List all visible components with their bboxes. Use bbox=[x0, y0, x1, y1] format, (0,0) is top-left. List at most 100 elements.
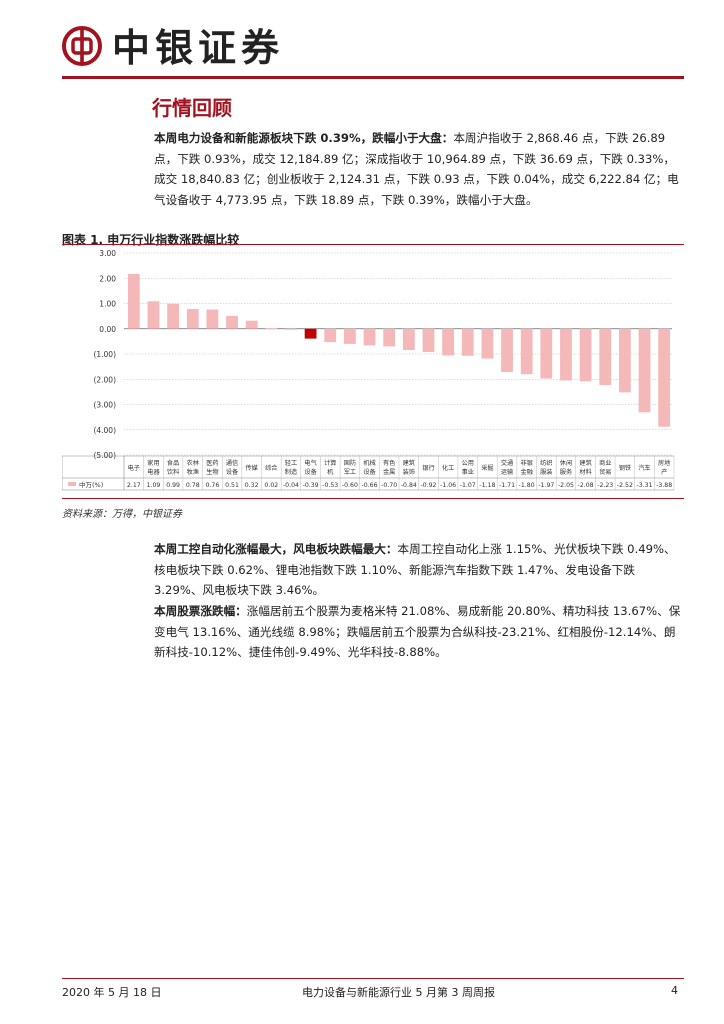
category-label: 装饰 bbox=[403, 468, 415, 476]
category-label: 电子 bbox=[128, 464, 140, 472]
category-label: 建筑 bbox=[403, 459, 416, 467]
category-label: 制造 bbox=[285, 468, 297, 476]
paragraph-body: 涨幅居前五个股票为麦格米特 21.08%、易成新能 20.80%、精功科技 13… bbox=[154, 604, 681, 659]
bar bbox=[442, 328, 454, 356]
category-label: 农林 bbox=[187, 459, 199, 467]
bar bbox=[461, 328, 474, 356]
bar bbox=[402, 328, 415, 350]
value-label: -0.39 bbox=[303, 482, 319, 489]
y-tick-label: (2.00) bbox=[93, 375, 116, 384]
value-label: -0.66 bbox=[362, 482, 378, 489]
category-label: 军工 bbox=[344, 469, 356, 476]
category-label: 事业 bbox=[462, 468, 474, 476]
y-tick-label: 3.00 bbox=[99, 249, 116, 258]
y-tick-label: (3.00) bbox=[93, 401, 116, 410]
paragraph-body: 本周沪指收于 2,868.46 点，下跌 26.89 点，下跌 0.93%，成交… bbox=[154, 131, 679, 207]
bar bbox=[127, 273, 140, 329]
value-label: -0.92 bbox=[420, 482, 436, 489]
bar bbox=[540, 328, 553, 379]
value-label: 2.17 bbox=[127, 482, 141, 489]
category-label: 运输 bbox=[501, 468, 514, 476]
value-label: -0.53 bbox=[322, 482, 338, 489]
category-label: 房地 bbox=[658, 459, 670, 467]
value-label: -3.31 bbox=[637, 482, 653, 489]
legend-swatch bbox=[68, 482, 76, 486]
category-label: 国防 bbox=[344, 459, 356, 467]
value-label: 0.32 bbox=[245, 482, 259, 489]
category-label: 牧渔 bbox=[187, 468, 199, 476]
value-label: 0.99 bbox=[166, 482, 180, 489]
value-label: 0.51 bbox=[225, 482, 239, 489]
category-label: 金属 bbox=[383, 468, 395, 476]
footer-report-title: 电力设备与新能源行业 5 月第 3 周周报 bbox=[302, 986, 495, 999]
bar bbox=[599, 328, 612, 386]
bar bbox=[147, 301, 160, 329]
category-label: 设备 bbox=[226, 468, 239, 476]
bar bbox=[265, 328, 278, 330]
bar bbox=[186, 309, 199, 329]
y-tick-label: 2.00 bbox=[99, 274, 116, 283]
value-label: 1.09 bbox=[147, 482, 161, 489]
category-label: 纺织 bbox=[540, 459, 552, 467]
bar bbox=[501, 328, 513, 372]
category-label: 采掘 bbox=[481, 464, 493, 472]
bar bbox=[344, 328, 356, 344]
bar bbox=[226, 315, 238, 329]
bar bbox=[324, 328, 337, 343]
category-label: 汽车 bbox=[638, 464, 650, 472]
category-label: 服装 bbox=[540, 468, 552, 476]
y-tick-label: (1.00) bbox=[93, 350, 116, 359]
category-label: 传媒 bbox=[245, 464, 258, 472]
category-label: 材料 bbox=[579, 468, 591, 476]
value-label: -1.97 bbox=[538, 482, 554, 489]
category-label: 商业 bbox=[599, 459, 611, 467]
paragraph-lead: 本周工控自动化涨幅最大，风电板块跌幅最大： bbox=[154, 542, 398, 556]
value-label: -1.06 bbox=[440, 482, 456, 489]
bar bbox=[245, 320, 258, 329]
category-label: 设备 bbox=[363, 468, 376, 476]
category-label: 服务 bbox=[560, 468, 572, 476]
value-label: -1.07 bbox=[460, 482, 476, 489]
category-label: 综合 bbox=[265, 464, 277, 472]
category-label: 家用 bbox=[147, 459, 159, 467]
paragraph-lead: 本周电力设备和新能源板块下跌 0.39%，跌幅小于大盘： bbox=[154, 131, 454, 145]
figure-title: 图表 1. 申万行业指数涨跌幅比较 bbox=[62, 233, 240, 247]
bar bbox=[658, 328, 671, 427]
category-label: 有色 bbox=[383, 459, 395, 467]
category-label: 银行 bbox=[422, 464, 434, 472]
market-review-paragraph: 本周电力设备和新能源板块下跌 0.39%，跌幅小于大盘：本周沪指收于 2,868… bbox=[154, 128, 684, 210]
bar bbox=[206, 309, 219, 329]
value-label: -0.04 bbox=[283, 482, 299, 489]
bar bbox=[520, 328, 533, 375]
bar bbox=[619, 328, 631, 393]
category-label: 饮料 bbox=[167, 468, 179, 476]
page-number: 4 bbox=[671, 984, 678, 997]
value-label: -3.88 bbox=[656, 482, 672, 489]
category-label: 机 bbox=[327, 468, 334, 476]
value-label: -2.08 bbox=[578, 482, 594, 489]
category-label: 生物 bbox=[206, 468, 218, 476]
industry-index-bar-chart: 3.00 2.00 1.00 0.00 (1.00) (2.00) (3.00) (4.00)… bbox=[62, 249, 675, 491]
value-label: 0.02 bbox=[264, 482, 278, 489]
category-label: 设备 bbox=[304, 468, 317, 476]
value-label: 0.76 bbox=[206, 482, 220, 489]
bar bbox=[383, 328, 396, 347]
value-label: -1.71 bbox=[499, 482, 515, 489]
category-label: 建筑 bbox=[579, 459, 592, 467]
category-label: 电器 bbox=[147, 468, 160, 476]
y-tick-label: 1.00 bbox=[99, 300, 116, 309]
category-label: 计算 bbox=[324, 459, 336, 467]
value-label: -2.52 bbox=[617, 482, 633, 489]
category-label: 食品 bbox=[167, 459, 179, 467]
section-title: 行情回顾 bbox=[152, 96, 232, 120]
bar bbox=[422, 328, 435, 352]
figure-bottom-rule bbox=[62, 498, 684, 499]
bar bbox=[285, 328, 297, 330]
category-label: 公用 bbox=[462, 460, 474, 467]
value-label: -2.23 bbox=[597, 482, 613, 489]
value-label: -1.80 bbox=[519, 482, 535, 489]
category-label: 机械 bbox=[363, 459, 375, 467]
y-tick-label: (5.00) bbox=[93, 451, 116, 460]
value-label: 0.78 bbox=[186, 482, 200, 489]
bar bbox=[579, 328, 592, 382]
